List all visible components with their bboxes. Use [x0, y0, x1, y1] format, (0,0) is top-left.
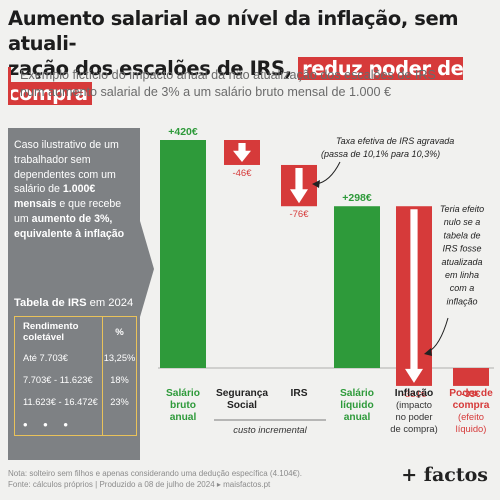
side-panel-pointer [140, 221, 154, 317]
irs-table-row: 11.623€ - 16.472€ 23% [15, 391, 136, 413]
title-line1: Aumento salarial ao nível da inflação, s… [8, 7, 459, 55]
bar-0 [160, 140, 206, 368]
category-label-0: Salário [166, 388, 200, 399]
annotation-inflation-line: em linha [445, 270, 479, 280]
side-panel-text-part: e que recebe um [14, 198, 122, 225]
irs-header-income: Rendimento coletável [15, 317, 103, 347]
irs-rate: 18% [110, 375, 129, 385]
category-label-1: Segurança [216, 388, 268, 399]
category-label-4: (impacto [396, 399, 432, 410]
annotation-irs: Taxa efetiva de IRS agravada (passa de 10… [321, 136, 454, 159]
irs-table-title: Tabela de IRS em 2024 [14, 297, 140, 309]
category-label-5: compra [453, 400, 490, 411]
footnote: Nota: solteiro sem filhos e apenas consi… [8, 469, 368, 490]
chart-subtitle: Exemplo fictício do impacto anual da não… [8, 67, 500, 101]
category-label-2: IRS [291, 388, 308, 399]
bar-arrow-1 [233, 143, 251, 162]
bar-arrow-4 [405, 209, 423, 383]
annotation-inflation: Teria efeito nulo se a tabela de IRS fosse a… [440, 204, 484, 306]
annotation-irs-line1: Taxa efetiva de IRS agravada [336, 136, 454, 146]
annotation-inflation-arrowhead [424, 348, 432, 356]
irs-header-rate: % [115, 326, 124, 338]
irs-bracket: 11.623€ - 16.472€ [15, 391, 103, 413]
value-label-1: -46€ [232, 168, 252, 179]
footnote-source: Fonte: cálculos próprios | Produzido a 0… [8, 479, 271, 489]
bar-5 [453, 368, 489, 386]
annotation-inflation-line: tabela de [443, 230, 480, 240]
group-note: custo incremental [233, 424, 307, 435]
side-panel-text: Caso ilustrativo de um trabalhador sem d… [14, 138, 136, 242]
category-label-4: de compra) [390, 423, 437, 434]
category-label-5: líquido) [456, 423, 487, 434]
irs-table-title-rest: em 2024 [86, 297, 134, 309]
category-label-0: bruto [170, 400, 196, 411]
title-line2: zação dos escalões de IRS, [8, 57, 299, 80]
irs-table-row: Até 7.703€ 13,25% [15, 347, 136, 369]
annotation-irs-arrowhead [312, 180, 320, 188]
irs-table-header: Rendimento coletável % [15, 317, 136, 347]
category-label-5: Poder de [449, 388, 493, 399]
category-label-3: líquido [340, 400, 373, 411]
side-panel-text-part: Caso ilustrativo de um trabalhador sem d… [14, 139, 119, 196]
value-label-2: -76€ [289, 209, 309, 220]
irs-table-more: • • • [15, 413, 136, 435]
irs-table-title-bold: Tabela de IRS [14, 297, 87, 309]
value-label-4: -331€ [402, 389, 427, 400]
irs-more-dots: • • • [15, 413, 103, 435]
irs-bracket: 7.703€ - 11.623€ [15, 369, 103, 391]
category-label-1: Social [227, 400, 257, 411]
chart-title: Aumento salarial ao nível da inflação, s… [8, 6, 494, 106]
category-label-0: anual [170, 412, 197, 423]
category-label-3: Salário [340, 388, 374, 399]
annotation-inflation-line: com a [450, 283, 475, 293]
annotation-inflation-line: inflação [446, 296, 477, 306]
side-panel-text-part: aumento de 3%, equivalente à inflação [14, 212, 125, 240]
annotation-inflation-line: Teria efeito [440, 204, 484, 214]
annotation-inflation-line: atualizada [441, 257, 482, 267]
irs-rate: 23% [110, 397, 129, 407]
bar-3 [334, 206, 380, 368]
category-label-4: Inflação [395, 388, 434, 399]
side-panel [8, 128, 140, 460]
footnote-note: Nota: solteiro sem filhos e apenas consi… [8, 469, 302, 478]
category-label-3: anual [344, 412, 371, 423]
category-label-4: no poder [395, 411, 432, 422]
bar-arrow-2 [290, 167, 308, 204]
irs-table: Rendimento coletável % Até 7.703€ 13,25% 7… [14, 316, 137, 436]
subtitle-line2: num aumento salarial de 3% a um salário … [20, 85, 392, 99]
annotation-irs-line2: (passa de 10,1% para 10,3%) [321, 149, 440, 159]
value-label-3: +298€ [342, 192, 372, 204]
brand-logo: + factos [401, 464, 488, 486]
side-panel-text-part: 1.000€ mensais [14, 183, 96, 211]
irs-table-row: 7.703€ - 11.623€ 18% [15, 369, 136, 391]
subtitle-line1: Exemplo fictício do impacto anual da não… [20, 68, 436, 82]
category-label-5: (efeito [458, 411, 484, 422]
annotation-inflation-line: IRS fosse [442, 244, 481, 254]
irs-rate: 13,25% [103, 353, 136, 363]
value-label-5: -33€ [461, 389, 481, 400]
annotation-inflation-line: nulo se a [444, 217, 481, 227]
irs-bracket: Até 7.703€ [15, 347, 103, 369]
value-label-0: +420€ [168, 126, 198, 138]
